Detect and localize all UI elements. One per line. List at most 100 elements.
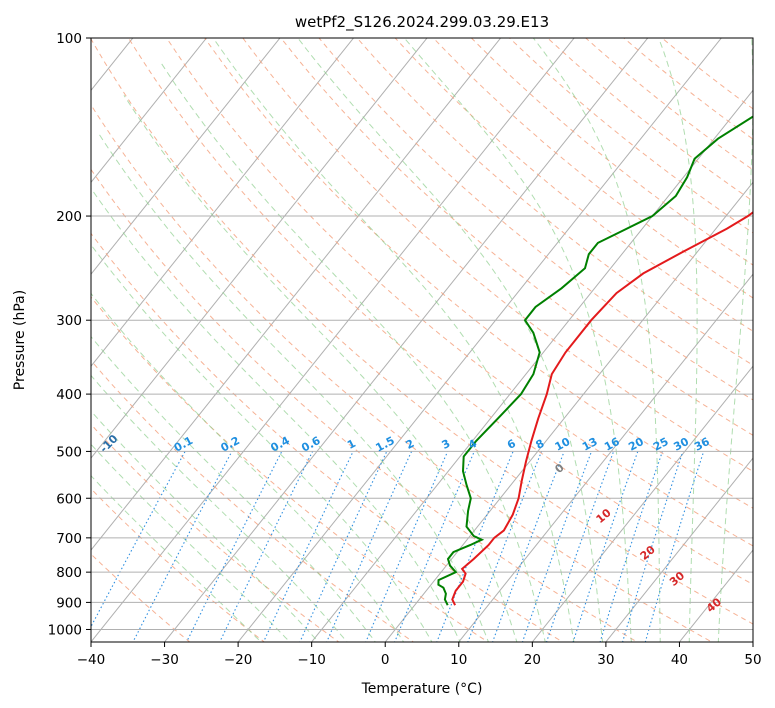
dry-adiabat-line [394, 38, 753, 332]
x-tick-label: 50 [744, 652, 761, 668]
dry-adiabat-line [242, 38, 753, 472]
isotherm-line [237, 38, 722, 642]
y-tick-label: 900 [56, 595, 82, 611]
moist-adiabat-line [403, 38, 632, 642]
x-tick-label: 30 [597, 652, 614, 668]
x-tick-label: −20 [224, 652, 253, 668]
dry-adiabat-line [91, 553, 191, 642]
dry-adiabat-line [127, 38, 753, 586]
plot-area: 0.10.20.40.611.52346810131620253036-100-… [0, 25, 753, 654]
dry-adiabat-line [661, 38, 753, 110]
moist-adiabat-label: 40 [704, 595, 724, 615]
pressure-gridlines [91, 38, 753, 630]
moist-adiabat-line [91, 243, 433, 642]
x-tick-label: 40 [671, 652, 688, 668]
isotherm-line [91, 38, 428, 459]
dry-adiabat-line [432, 38, 753, 299]
isotherm-line [458, 273, 753, 642]
isotherm-line [91, 38, 502, 551]
dry-adiabat-line [470, 38, 753, 266]
dry-adiabat-line [91, 232, 564, 642]
y-tick-label: 1000 [48, 622, 82, 638]
x-axis-label: Temperature (°C) [361, 681, 483, 697]
mixing-ratio-label: 30 [671, 435, 691, 454]
moist-adiabat-label: 0 [552, 461, 566, 476]
isotherm-line [605, 457, 753, 642]
mixing-ratio-label: 2 [404, 437, 417, 452]
dry-adiabat-line [318, 38, 753, 401]
x-tick-label: −30 [150, 652, 179, 668]
dry-adiabat-line [584, 38, 753, 171]
y-tick-label: 500 [56, 444, 82, 460]
moist-adiabat-line [297, 38, 604, 642]
line-labels: 0.10.20.40.611.52346810131620253036-100-… [13, 404, 724, 615]
y-tick-label: 700 [56, 531, 82, 547]
moist-adiabat-line [91, 187, 461, 642]
mixing-ratio-lines [91, 451, 705, 642]
moist-adiabat-line [123, 95, 518, 642]
mixing-ratio-label: 13 [580, 435, 600, 454]
mixing-ratio-line [185, 451, 283, 642]
moist-adiabat-line [717, 38, 753, 642]
x-axis: −40 −30 −20 −10 0 10 20 30 40 50 [77, 642, 762, 668]
temperature-line [451, 211, 753, 606]
x-tick-label: 0 [381, 652, 390, 668]
moist-adiabat-line [212, 38, 575, 642]
mixing-ratio-line [365, 451, 449, 642]
mixing-ratio-label: 20 [626, 435, 646, 454]
mixing-ratio-line [546, 451, 615, 642]
mixing-ratio-line [91, 451, 186, 628]
moist-adiabat-line [91, 443, 291, 642]
dry-adiabat-line [91, 359, 415, 642]
sounding-series [437, 115, 753, 606]
dry-adiabat-line [91, 168, 639, 642]
isotherm-line [91, 38, 208, 184]
y-axis-label: Pressure (hPa) [12, 290, 28, 390]
mixing-ratio-label: 6 [505, 437, 518, 452]
mixing-ratio-line [436, 451, 514, 642]
dry-adiabat-line [204, 38, 753, 509]
isotherm-line [91, 38, 355, 367]
x-tick-label: −40 [77, 652, 106, 668]
isotherm-line [91, 38, 281, 275]
dry-adiabat-line [508, 38, 753, 234]
dry-adiabat-line [280, 38, 753, 436]
dry-adiabat-line [91, 103, 713, 642]
y-tick-label: 400 [56, 387, 82, 403]
isotherm-line [531, 365, 753, 642]
moist-adiabat-line [91, 292, 405, 642]
isotherm-line [163, 38, 649, 642]
x-tick-label: 20 [524, 652, 541, 668]
isotherm-line [91, 38, 575, 642]
dry-adiabat-line [166, 38, 753, 547]
x-tick-label: −10 [297, 652, 326, 668]
chart-title: wetPf2_S126.2024.299.03.29.E13 [295, 13, 549, 32]
dry-adiabat-line [356, 38, 753, 366]
y-tick-label: 300 [56, 313, 82, 329]
y-tick-label: 800 [56, 565, 82, 581]
mixing-ratio-label: 1 [345, 437, 358, 452]
mixing-ratio-label: 36 [692, 435, 712, 454]
dry-adiabat-line [91, 296, 489, 642]
dry-adiabat-label: -20 [13, 404, 36, 427]
moist-adiabat-line [98, 133, 490, 642]
plot-frame [90, 37, 754, 643]
moist-adiabat-line [658, 38, 698, 642]
moist-adiabat-line [91, 335, 376, 642]
y-tick-label: 600 [56, 491, 82, 507]
isotherm-line [310, 89, 753, 642]
isotherm-line [0, 25, 70, 654]
x-tick-label: 10 [450, 652, 467, 668]
moist-adiabat-label: 10 [594, 506, 614, 526]
dry-adiabats [91, 38, 753, 642]
y-tick-label: 200 [56, 209, 82, 225]
dry-adiabat-line [546, 38, 753, 202]
moist-adiabat-line [91, 374, 348, 642]
mixing-ratio-label: 10 [553, 435, 573, 454]
skewed-isotherms [0, 25, 753, 654]
moist-adiabat-line [160, 62, 546, 642]
mixing-ratio-label: 3 [440, 437, 453, 452]
y-axis: 100 200 300 400 500 600 700 800 900 1000 [48, 31, 91, 638]
dry-adiabat-line [91, 38, 753, 625]
